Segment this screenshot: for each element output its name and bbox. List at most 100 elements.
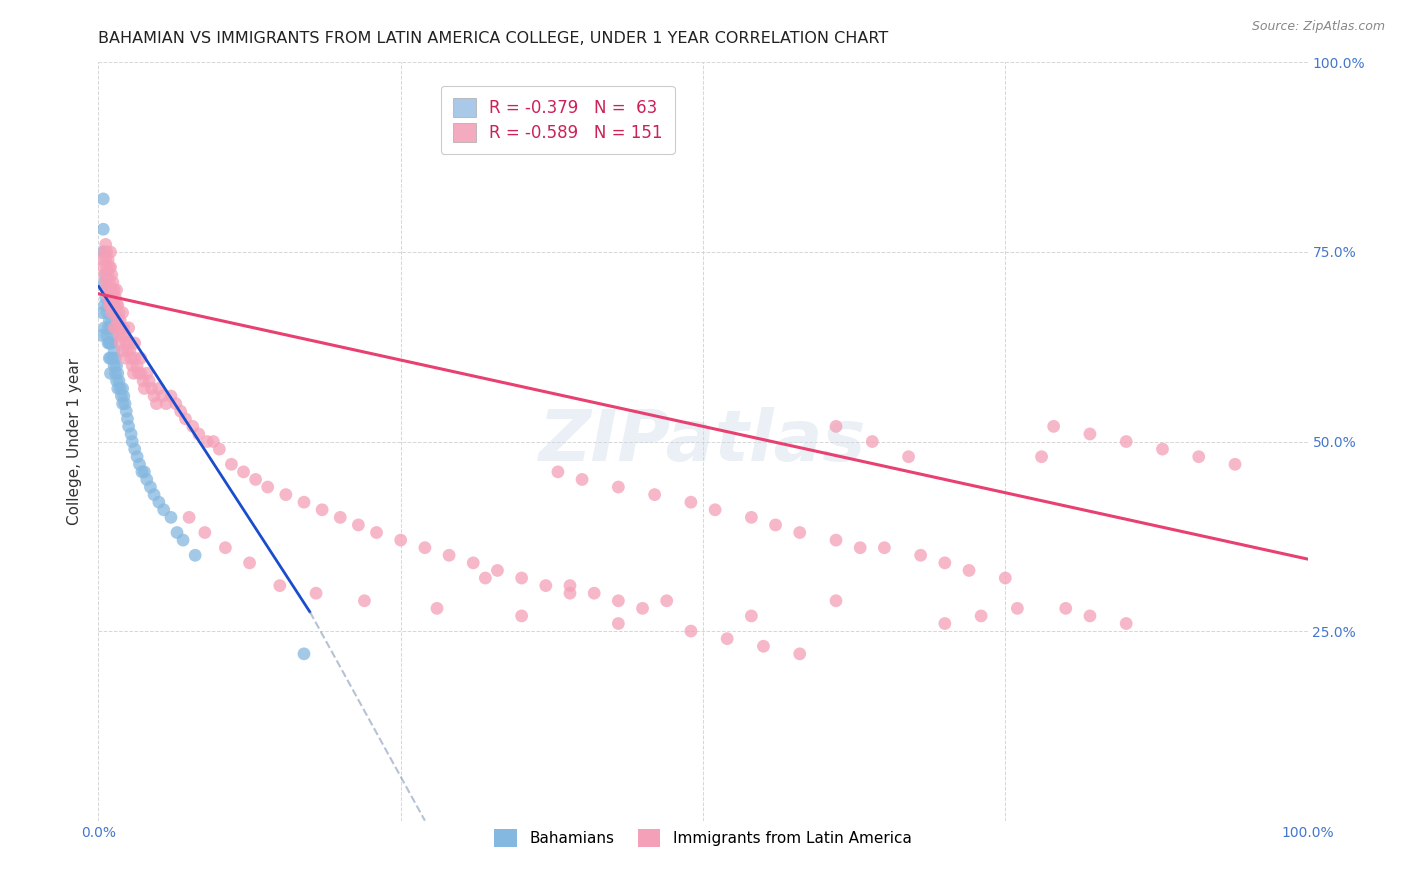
Point	[148, 495, 170, 509]
Point	[679, 624, 702, 639]
Point	[111, 343, 134, 358]
Point	[292, 495, 315, 509]
Point	[103, 283, 125, 297]
Point	[91, 328, 114, 343]
Point	[111, 396, 134, 410]
Point	[860, 434, 883, 449]
Point	[166, 525, 188, 540]
Point	[132, 374, 155, 388]
Point	[256, 480, 278, 494]
Point	[97, 291, 120, 305]
Point	[139, 480, 162, 494]
Point	[100, 366, 122, 380]
Point	[100, 313, 122, 327]
Point	[1152, 442, 1174, 457]
Point	[103, 359, 125, 373]
Point	[96, 305, 118, 319]
Point	[108, 374, 131, 388]
Point	[897, 450, 920, 464]
Point	[269, 579, 291, 593]
Point	[91, 192, 114, 206]
Point	[105, 298, 128, 312]
Point	[118, 320, 141, 334]
Point	[165, 396, 187, 410]
Point	[152, 503, 174, 517]
Point	[100, 283, 122, 297]
Point	[98, 298, 121, 312]
Point	[111, 328, 134, 343]
Point	[100, 335, 122, 350]
Point	[148, 382, 170, 396]
Point	[97, 335, 120, 350]
Point	[607, 616, 630, 631]
Point	[239, 556, 262, 570]
Point	[1078, 608, 1101, 623]
Point	[994, 571, 1017, 585]
Point	[111, 305, 134, 319]
Point	[245, 473, 267, 487]
Point	[129, 351, 152, 366]
Point	[292, 647, 315, 661]
Point	[103, 343, 125, 358]
Point	[114, 396, 136, 410]
Point	[91, 244, 114, 259]
Point	[558, 586, 581, 600]
Point	[463, 556, 485, 570]
Point	[195, 434, 218, 449]
Point	[607, 480, 630, 494]
Point	[752, 639, 775, 653]
Point	[221, 458, 243, 472]
Point	[91, 252, 114, 267]
Point	[111, 382, 134, 396]
Point	[93, 268, 115, 282]
Point	[174, 412, 197, 426]
Point	[121, 359, 143, 373]
Point	[910, 548, 932, 563]
Point	[98, 313, 121, 327]
Point	[105, 359, 128, 373]
Point	[91, 222, 114, 236]
Point	[789, 647, 811, 661]
Point	[127, 450, 149, 464]
Point	[305, 586, 328, 600]
Point	[155, 396, 177, 410]
Point	[1223, 458, 1246, 472]
Point	[100, 244, 122, 259]
Point	[366, 525, 388, 540]
Point	[825, 533, 848, 548]
Point	[486, 564, 509, 578]
Point	[110, 389, 132, 403]
Point	[510, 571, 533, 585]
Point	[169, 404, 191, 418]
Point	[100, 335, 122, 350]
Point	[96, 244, 118, 259]
Point	[100, 305, 122, 319]
Point	[108, 335, 131, 350]
Point	[179, 510, 201, 524]
Point	[413, 541, 436, 555]
Point	[117, 343, 139, 358]
Point	[105, 374, 128, 388]
Point	[274, 487, 297, 501]
Point	[143, 487, 166, 501]
Point	[104, 291, 127, 305]
Point	[120, 351, 142, 366]
Point	[100, 320, 122, 334]
Point	[1115, 434, 1137, 449]
Point	[353, 594, 375, 608]
Point	[135, 366, 157, 380]
Point	[129, 366, 152, 380]
Point	[104, 351, 127, 366]
Point	[115, 335, 138, 350]
Point	[100, 260, 122, 275]
Point	[534, 579, 557, 593]
Point	[127, 366, 149, 380]
Point	[934, 556, 956, 570]
Point	[1078, 427, 1101, 442]
Point	[110, 320, 132, 334]
Point	[108, 382, 131, 396]
Point	[96, 328, 118, 343]
Point	[114, 351, 136, 366]
Point	[138, 374, 160, 388]
Point	[96, 283, 118, 297]
